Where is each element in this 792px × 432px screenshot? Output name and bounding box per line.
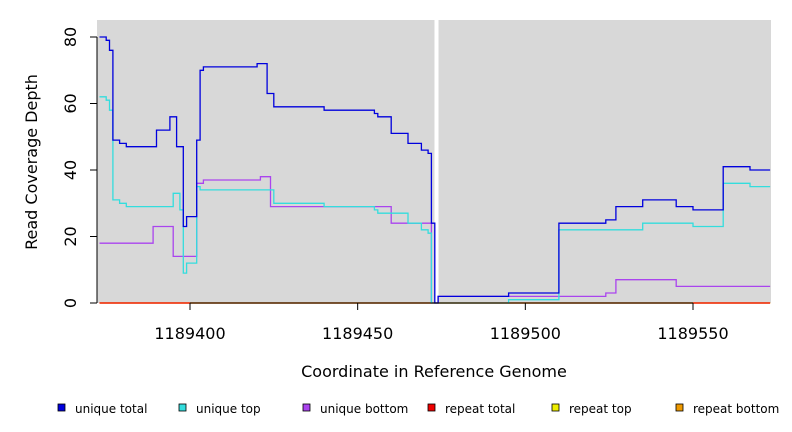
x-tick-label: 1189550	[657, 324, 728, 343]
y-tick-label: 60	[61, 93, 80, 113]
legend-label: repeat top	[569, 402, 632, 416]
legend-swatch	[427, 403, 436, 412]
legend-label: unique top	[196, 402, 261, 416]
x-tick-label: 1189450	[322, 324, 393, 343]
y-tick-label: 20	[61, 226, 80, 246]
y-tick-label: 40	[61, 160, 80, 180]
plot-background	[97, 20, 771, 303]
x-axis-title: Coordinate in Reference Genome	[301, 362, 567, 381]
legend: unique total unique top unique bottom repea…	[57, 402, 779, 416]
legend-label: unique bottom	[320, 402, 408, 416]
legend-swatch	[302, 403, 311, 412]
y-tick-label: 80	[61, 27, 80, 47]
legend-swatch	[178, 403, 187, 412]
series-line-unique-total	[99, 36, 771, 304]
y-axis-title: Read Coverage Depth	[22, 74, 41, 250]
x-tick-label: 1189400	[154, 324, 225, 343]
legend-swatch	[675, 403, 684, 412]
x-tick-label: 1189500	[490, 324, 561, 343]
y-tick-label: 0	[61, 298, 80, 308]
series-line-unique-top	[99, 96, 771, 304]
legend-swatch	[551, 403, 560, 412]
legend-swatch	[57, 403, 66, 412]
legend-label: repeat bottom	[693, 402, 779, 416]
gap-marker	[434, 20, 439, 303]
legend-label: repeat total	[445, 402, 515, 416]
legend-label: unique total	[75, 402, 147, 416]
